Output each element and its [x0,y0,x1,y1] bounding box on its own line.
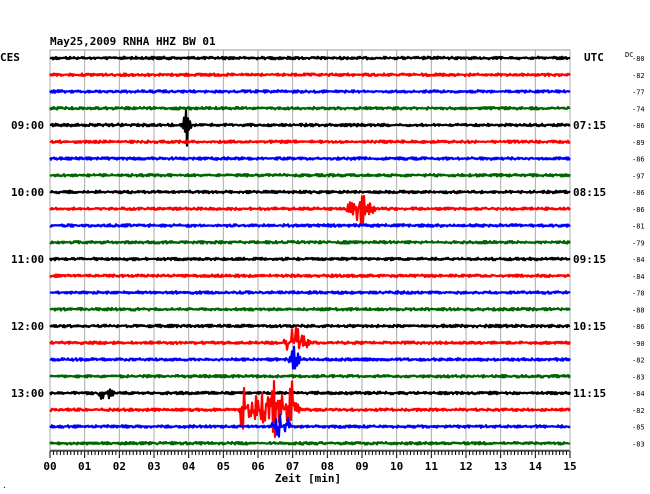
trace-layer [48,55,572,446]
seismic-trace [49,323,571,329]
x-tick-label: 10 [390,460,403,473]
dc-offset-label: -84 [632,390,645,398]
seismic-trace [49,89,571,94]
seismic-trace [49,413,571,438]
seismic-trace [49,326,572,351]
seismic-trace [49,373,571,379]
seismic-trace [49,156,571,161]
x-axis: 00 01 02 03 04 05 06 07 08 09 10 11 12 13 14 15 [43,450,577,473]
x-tick-label: 04 [182,460,196,473]
seismic-trace [49,440,571,446]
x-tick-label: 14 [529,460,543,473]
dc-offset-label: -86 [632,156,645,164]
dc-offset-label: -85 [632,424,645,432]
dc-offset-label: -78 [632,290,645,298]
dc-offset-label: -86 [632,206,645,214]
dc-offset-label: -86 [632,323,645,331]
seismic-trace [49,345,571,370]
x-tick-label: 00 [43,460,56,473]
dc-offset-label: -84 [632,256,645,264]
x-tick-label: 02 [113,460,126,473]
dc-offset-label: -86 [632,189,645,197]
dc-offset-label: -82 [632,357,645,365]
seismic-trace [49,109,571,147]
seismic-trace [49,273,571,279]
dc-offset-label: -74 [632,105,645,113]
right-time-label: 07:15 [573,119,606,132]
x-tick-label: 01 [78,460,92,473]
seismic-trace [49,105,571,111]
x-tick-label: 11 [425,460,439,473]
seismic-trace [49,239,571,245]
seismic-trace [49,55,571,61]
x-tick-label: 13 [494,460,507,473]
x-tick-label: 15 [563,460,576,473]
dc-offset-label: -83 [632,440,645,448]
x-tick-label: 03 [147,460,160,473]
dc-offset-label: -88 [632,306,645,314]
left-time-label: 10:00 [11,186,44,199]
left-time-label: 13:00 [11,387,44,400]
seismic-trace [49,290,571,295]
seismic-trace [49,380,571,438]
dc-offset-label: -89 [632,139,645,147]
x-tick-label: 07 [286,460,299,473]
dc-offset-label: -83 [632,373,645,381]
left-time-label: 11:00 [11,253,44,266]
seismic-trace [49,195,571,227]
chart-title: May25,2009 RNHA HHZ BW 01 [50,35,216,48]
dc-offset-label: -97 [632,172,645,180]
x-tick-label: 06 [251,460,265,473]
footer-mark: . [2,481,7,490]
seismic-trace [49,223,571,228]
right-time-label: 09:15 [573,253,606,266]
dc-offset-label: -79 [632,239,645,247]
dc-offset-label: -82 [632,72,645,80]
x-tick-label: 05 [217,460,230,473]
seismic-trace [49,139,571,145]
x-tick-label: 08 [321,460,334,473]
grid-layer [49,49,571,451]
seismic-trace [49,306,571,312]
left-timezone-label: CES [0,51,20,64]
right-time-label: 11:15 [573,387,606,400]
label-layer: 09:00 10:00 11:00 12:00 13:00 07:15 08:15 09:15… [11,55,645,448]
dc-offset-label: -80 [632,55,645,63]
dc-offset-label: -77 [632,89,645,97]
right-time-label: 08:15 [573,186,606,199]
x-tick-label: 12 [459,460,472,473]
dc-offset-label: -84 [632,273,645,281]
x-tick-label: 09 [355,460,368,473]
seismic-trace [49,172,571,178]
seismic-trace [48,256,571,262]
seismic-trace [49,388,571,400]
left-time-label: 12:00 [11,320,44,333]
seismic-trace [49,189,571,195]
dc-label: DC [625,51,633,59]
right-time-label: 10:15 [573,320,606,333]
plot-frame [49,49,571,451]
right-timezone-label: UTC [584,51,604,64]
dc-offset-label: -86 [632,122,645,130]
dc-offset-label: -90 [632,340,645,348]
x-axis-label: Zeit [min] [275,472,341,485]
dc-offset-label: -81 [632,223,645,231]
left-time-label: 09:00 [11,119,44,132]
dc-offset-label: -82 [632,407,645,415]
seismic-trace [49,72,571,78]
